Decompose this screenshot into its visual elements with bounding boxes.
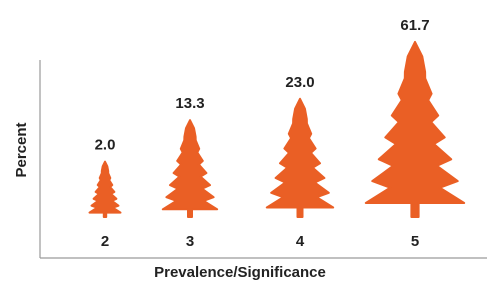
x-tick-label: 2: [101, 233, 109, 250]
x-axis-title: Prevalence/Significance: [154, 264, 326, 281]
value-label: 2.0: [95, 137, 116, 154]
y-axis-title: Percent: [13, 122, 30, 177]
chart: Percent Prevalence/Significance 2 2.0 3 13.…: [0, 0, 487, 288]
x-tick-label: 3: [186, 233, 194, 250]
x-tick-label: 5: [411, 233, 419, 250]
tree: [163, 120, 217, 217]
page: Percent Prevalence/Significance 2 2.0 3 13.…: [0, 0, 487, 288]
value-label: 23.0: [285, 74, 314, 91]
value-label: 13.3: [175, 95, 204, 112]
value-label: 61.7: [400, 17, 429, 34]
tree: [267, 99, 333, 217]
tree: [366, 42, 464, 217]
tree: [90, 162, 121, 217]
x-tick-label: 4: [296, 233, 305, 250]
